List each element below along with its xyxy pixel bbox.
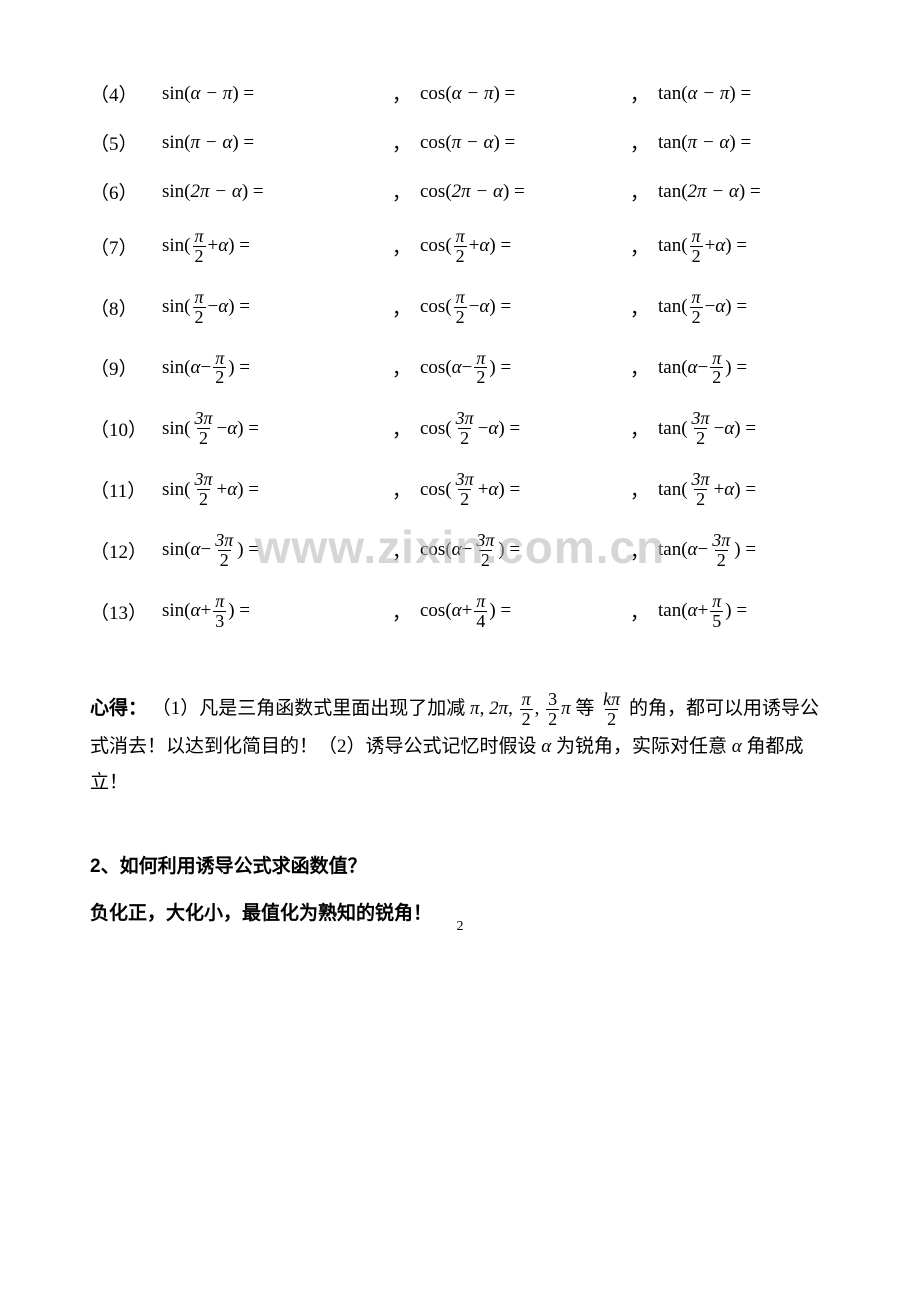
separator: ， (630, 354, 658, 381)
separator: ， (630, 129, 658, 156)
separator: ， (392, 129, 420, 156)
row-number: （11） (90, 476, 162, 503)
separator: ， (392, 354, 420, 381)
formula-row: （4）sin(α − π) =，cos(α − π) =，tan(α − π) … (90, 80, 830, 107)
tan-expr: tan(π − α) = (658, 132, 830, 154)
formula-row: （7）sin(π2 + α) =，cos(π2 + α) =，tan(π2 + … (90, 227, 830, 266)
sin-expr: sin(π2 + α) = (162, 227, 392, 266)
tan-expr: tan(2π − α) = (658, 181, 830, 203)
separator: ， (392, 294, 420, 321)
separator: ， (630, 294, 658, 321)
notes-alpha-1: α (541, 736, 551, 757)
separator: ， (392, 415, 420, 442)
sin-expr: sin(3π2 + α) = (162, 470, 392, 509)
document-page: www.zixin.com.cn （4）sin(α − π) =，cos(α −… (0, 0, 920, 965)
separator: ， (392, 233, 420, 260)
cos-expr: cos(π2 − α) = (420, 288, 630, 327)
sin-expr: sin(π − α) = (162, 132, 392, 154)
separator: ， (630, 233, 658, 260)
notes-alpha-2: α (732, 736, 742, 757)
row-number: （12） (90, 537, 162, 564)
tan-expr: tan(π2 + α) = (658, 227, 830, 266)
separator: ， (630, 598, 658, 625)
sin-expr: sin(α − 3π2) = (162, 531, 392, 570)
cos-expr: cos(α − π2) = (420, 349, 630, 388)
tan-expr: tan(α − π2) = (658, 349, 830, 388)
cos-expr: cos(α − π) = (420, 83, 630, 105)
sin-expr: sin(2π − α) = (162, 181, 392, 203)
cos-expr: cos(π2 + α) = (420, 227, 630, 266)
row-number: （9） (90, 354, 162, 381)
formula-row: （13）sin(α + π3) =，cos(α + π4) =，tan(α + … (90, 592, 830, 631)
formula-row: （9）sin(α − π2) =，cos(α − π2) =，tan(α − π… (90, 349, 830, 388)
row-number: （8） (90, 294, 162, 321)
q2-text: 、如何利用诱导公式求函数值？ (101, 856, 367, 877)
formula-row: （6）sin(2π − α) =，cos(2π − α) =，tan(2π − … (90, 178, 830, 205)
q2-num: 2 (90, 856, 101, 877)
notes-mid: 等 (575, 698, 599, 719)
cos-expr: cos(π − α) = (420, 132, 630, 154)
formula-row: （12）sin(α − 3π2) =，cos(α − 3π2) =，tan(α … (90, 531, 830, 570)
row-number: （10） (90, 415, 162, 442)
separator: ， (392, 476, 420, 503)
notes-text-1c: 为锐角，实际对任意 (556, 736, 727, 757)
separator: ， (392, 178, 420, 205)
formula-row: （11）sin(3π2 + α) =，cos(3π2 + α) =，tan(3π… (90, 470, 830, 509)
separator: ， (630, 537, 658, 564)
tan-expr: tan(α − 3π2) = (658, 531, 830, 570)
separator: ， (392, 598, 420, 625)
sin-expr: sin(3π2 − α) = (162, 409, 392, 448)
cos-expr: cos(3π2 − α) = (420, 409, 630, 448)
question-2: 2、如何利用诱导公式求函数值？ (90, 851, 830, 878)
cos-expr: cos(α − 3π2) = (420, 531, 630, 570)
separator: ， (630, 178, 658, 205)
tan-expr: tan(3π2 − α) = (658, 409, 830, 448)
sin-expr: sin(α + π3) = (162, 592, 392, 631)
sin-expr: sin(α − π2) = (162, 349, 392, 388)
row-number: （4） (90, 80, 162, 107)
separator: ， (392, 537, 420, 564)
formula-row: （8）sin(π2 − α) =，cos(π2 − α) =，tan(π2 − … (90, 288, 830, 327)
formula-row: （5）sin(π − α) =，cos(π − α) =，tan(π − α) … (90, 129, 830, 156)
row-number: （7） (90, 233, 162, 260)
sin-expr: sin(π2 − α) = (162, 288, 392, 327)
tan-expr: tan(3π2 + α) = (658, 470, 830, 509)
page-number: 2 (457, 919, 464, 935)
formula-row: （10）sin(3π2 − α) =，cos(3π2 − α) =，tan(3π… (90, 409, 830, 448)
row-number: （13） (90, 598, 162, 625)
row-number: （5） (90, 129, 162, 156)
separator: ， (630, 476, 658, 503)
notes-text-1a: （1）凡是三角函数式里面出现了加减 (152, 698, 466, 719)
separator: ， (392, 80, 420, 107)
cos-expr: cos(3π2 + α) = (420, 470, 630, 509)
separator: ， (630, 80, 658, 107)
notes-section: 心得： （1）凡是三角函数式里面出现了加减 π, 2π, π2, 32π 等 k… (90, 690, 830, 801)
tan-expr: tan(π2 − α) = (658, 288, 830, 327)
notes-label: 心得： (90, 698, 147, 719)
cos-expr: cos(2π − α) = (420, 181, 630, 203)
tan-expr: tan(α + π5) = (658, 592, 830, 631)
formula-rows: （4）sin(α − π) =，cos(α − π) =，tan(α − π) … (90, 80, 830, 630)
cos-expr: cos(α + π4) = (420, 592, 630, 631)
sin-expr: sin(α − π) = (162, 83, 392, 105)
separator: ， (630, 415, 658, 442)
row-number: （6） (90, 178, 162, 205)
tan-expr: tan(α − π) = (658, 83, 830, 105)
